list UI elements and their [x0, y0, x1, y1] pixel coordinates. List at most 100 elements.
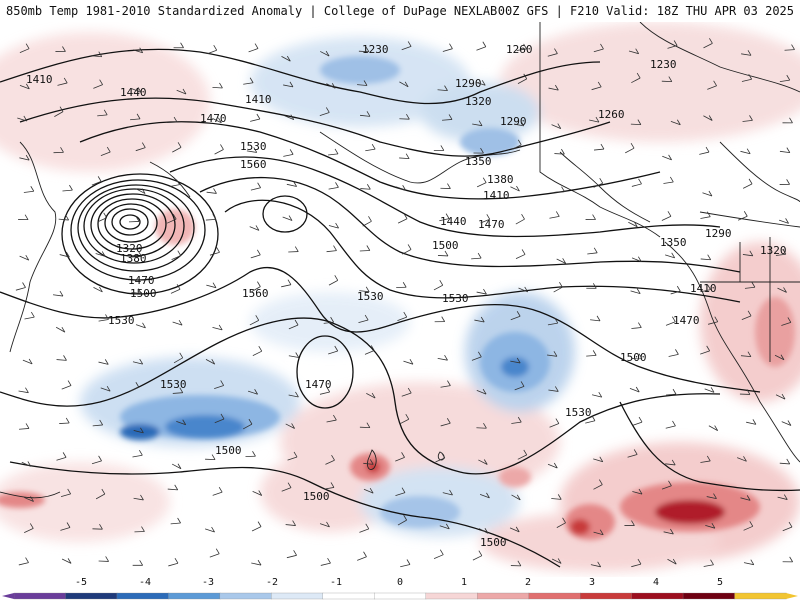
wind-barb-flag [403, 213, 408, 219]
contour-label: 1410 [245, 93, 272, 106]
wind-barb [169, 184, 180, 187]
wind-barb-flag [478, 120, 483, 126]
wind-barb-flag [369, 459, 374, 465]
colorbar-swatch [682, 592, 736, 600]
wind-barb [135, 324, 146, 329]
wind-barb-flag [286, 55, 291, 62]
wind-barb [359, 250, 370, 252]
wind-barb [440, 385, 451, 388]
wind-barb [288, 324, 299, 330]
wind-barb-flag [136, 113, 141, 120]
wind-barb-flag [637, 558, 642, 565]
wind-barb [708, 425, 718, 431]
wind-barb [395, 457, 405, 462]
wind-barb [19, 85, 30, 90]
wind-barb [663, 181, 674, 184]
wind-barb [700, 460, 711, 463]
wind-barb-flag [791, 44, 795, 50]
wind-barb [665, 254, 675, 259]
wind-barb [91, 55, 102, 58]
wind-barb [250, 254, 261, 259]
wind-barb [480, 218, 490, 224]
wind-barb-flag [449, 43, 453, 49]
wind-barb [743, 525, 753, 531]
wind-barb-flag [668, 154, 672, 161]
wind-barb-flag [371, 143, 376, 150]
wind-barb-flag [561, 148, 565, 155]
wind-barb [131, 291, 142, 295]
wind-barb [585, 420, 596, 424]
wind-barb-flag [213, 45, 218, 51]
wind-barb [440, 422, 451, 427]
wind-barb [471, 356, 482, 361]
wind-barb [328, 153, 339, 156]
wind-barb-flag [67, 558, 72, 564]
wind-barb-flag [287, 279, 292, 285]
wind-barb [251, 562, 262, 566]
wind-barb [703, 564, 714, 567]
wind-barb [132, 49, 143, 54]
wind-barb-flag [635, 48, 640, 54]
wind-barb-flag [335, 222, 339, 229]
wind-barb [707, 85, 717, 90]
wind-barb [281, 56, 291, 62]
colorbar-scale [2, 592, 798, 600]
wind-barb-flag [447, 380, 451, 386]
wind-barb [250, 118, 260, 122]
wind-barb-flag [743, 211, 748, 217]
wind-barb [91, 460, 102, 465]
wind-barb-flag [25, 154, 30, 161]
wind-barb [663, 531, 674, 535]
colorbar-swatch [734, 592, 787, 600]
wind-barb-flag [177, 142, 182, 148]
wind-barb-flag [29, 523, 34, 529]
wind-barb-flag [484, 528, 489, 534]
wind-barb-flag [633, 449, 638, 455]
wind-barb-flag [294, 246, 299, 252]
wind-barb [631, 327, 642, 329]
wind-barb [511, 494, 521, 501]
wind-barb-flag [638, 322, 642, 328]
contour-label: 1500 [215, 444, 242, 457]
wind-barb-flag [327, 557, 331, 564]
wind-barb-flag [139, 358, 144, 365]
wind-barb [204, 528, 215, 533]
wind-barb [135, 147, 146, 152]
wind-barb-flag [595, 116, 600, 123]
wind-barb-flag [256, 249, 261, 256]
wind-barb-flag [448, 114, 453, 120]
wind-barb-flag [290, 114, 295, 120]
wind-barb [62, 189, 73, 192]
wind-barb [399, 418, 409, 425]
wind-barb-flag [325, 107, 330, 113]
wind-barb [703, 115, 713, 121]
wind-barb-flag [714, 425, 718, 431]
wind-barb [510, 360, 521, 364]
wind-barb-flag [555, 211, 560, 217]
wind-barb-flag [25, 83, 30, 90]
wind-barb-flag [179, 352, 184, 359]
wind-barb-flag [215, 548, 220, 554]
wind-barb [251, 286, 261, 292]
colorbar-swatch [219, 592, 272, 600]
wind-barb-flag [747, 310, 752, 317]
wind-barb [328, 225, 339, 229]
wind-barb [319, 112, 330, 117]
wind-barb [593, 484, 603, 490]
wind-barb [52, 294, 64, 297]
wind-barb [667, 558, 677, 565]
wind-barb-flag [636, 72, 641, 79]
wind-barb-flag [257, 521, 262, 527]
wind-barb-flag [59, 106, 64, 112]
wind-barb-flag [747, 50, 752, 56]
wind-barb [282, 216, 293, 221]
wind-barb [54, 111, 64, 117]
wind-barb [476, 182, 487, 188]
wind-barb [668, 353, 679, 357]
wind-barb-flag [709, 38, 713, 44]
wind-barb [510, 186, 520, 192]
wind-barb-flag [141, 526, 145, 532]
wind-barb-flag [406, 559, 411, 565]
anomaly-map[interactable]: 1230 1260 1230 1410 1440 1410 1470 1530 … [0, 22, 800, 577]
wind-barb-flag [708, 115, 713, 121]
